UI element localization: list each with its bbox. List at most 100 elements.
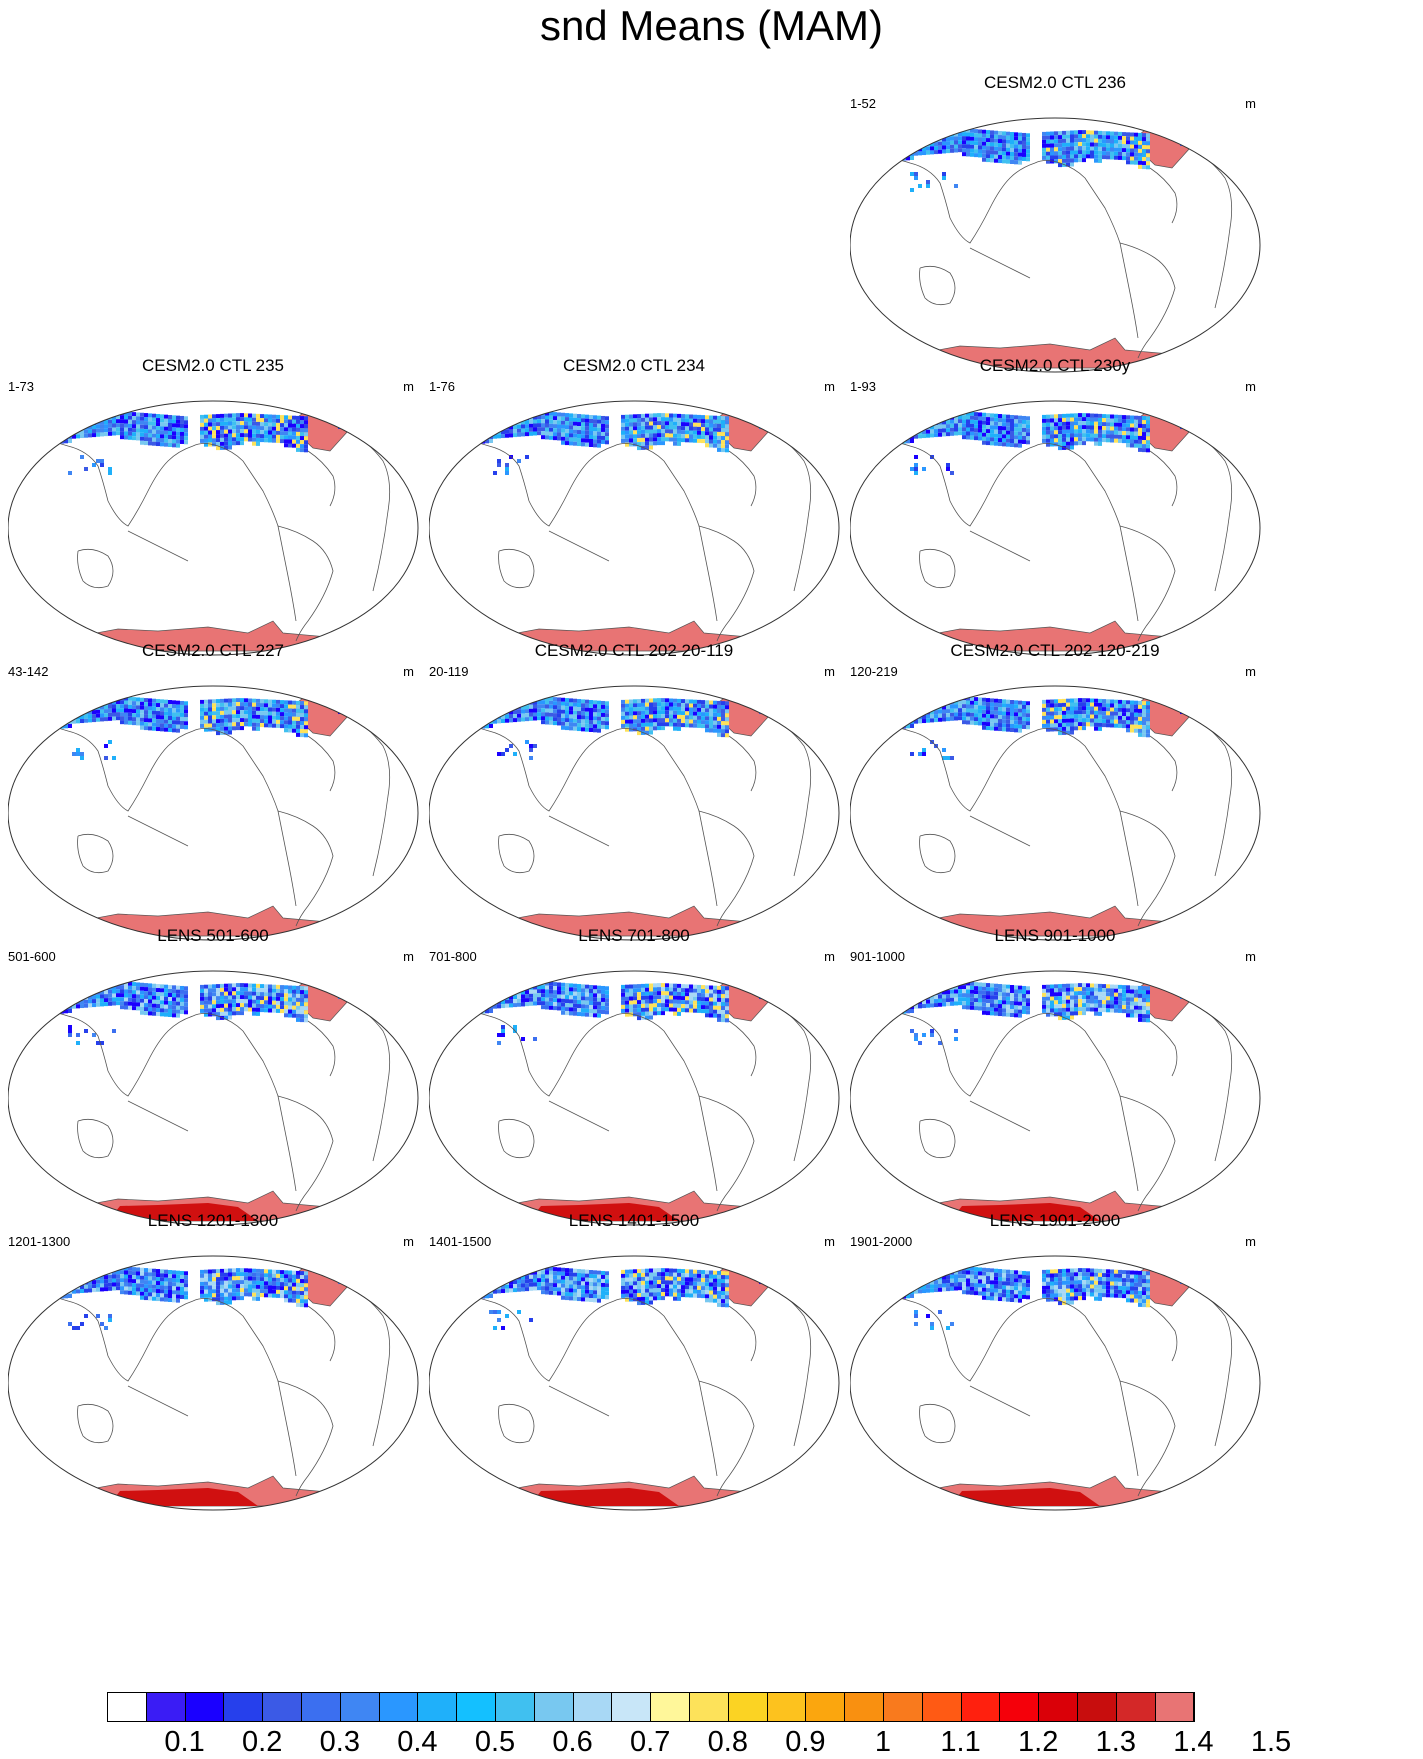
colorbar-swatch [612, 1693, 652, 1721]
panel-year-range: 1-73 [8, 379, 35, 394]
colorbar-tick-label: 0.6 [552, 1726, 593, 1758]
antarctica-deep-snow [529, 1488, 679, 1506]
panel-title: CESM2.0 CTL 236 [983, 73, 1127, 92]
panel-title: LENS 901-1000 [994, 926, 1116, 945]
colorbar-swatch [1155, 1693, 1195, 1721]
antarctica-deep-snow [108, 1203, 258, 1221]
antarctica-deep-snow [950, 1488, 1100, 1506]
panel-year-range: 1-52 [850, 96, 877, 111]
map-panel: LENS 901-1000 901-1000 m [850, 926, 1320, 1226]
map-svg [8, 1255, 419, 1511]
colorbar-swatch [418, 1693, 458, 1721]
map-panel: LENS 701-800 701-800 m [429, 926, 899, 1226]
panel-year-range: 1-93 [850, 379, 877, 394]
map-content [850, 1260, 1247, 1507]
map-svg [850, 400, 1261, 656]
panel-units: m [1245, 96, 1256, 111]
coastlines [850, 430, 1233, 642]
colorbar-swatch [340, 1693, 380, 1721]
map-border [8, 1255, 419, 1511]
map-panel: CESM2.0 CTL 202 20-119 20-119 m [429, 641, 899, 941]
colorbar: 0.1 0.2 0.3 0.4 0.5 0.6 0.7 0.8 0.9 1 1.1 1.2 1.3 1.4… [107, 1692, 1319, 1759]
panel-year-range: 1901-2000 [850, 1234, 913, 1249]
colorbar-tick-label: 0.8 [707, 1726, 748, 1758]
map-border [429, 685, 840, 941]
panel-title: CESM2.0 CTL 202 20-119 [534, 641, 734, 660]
panel-year-range: 120-219 [850, 664, 898, 679]
map-content [850, 975, 1247, 1222]
map-panel: LENS 1901-2000 1901-2000 m [850, 1211, 1320, 1511]
colorbar-tick-label: 1.5 [1250, 1726, 1292, 1758]
colorbar-swatch [961, 1693, 1001, 1721]
map-panel: CESM2.0 CTL 234 1-76 m [429, 356, 899, 656]
map-panel: LENS 1201-1300 1201-1300 m [8, 1211, 478, 1511]
panel-units: m [1245, 664, 1256, 679]
colorbar-tick-label: 0.9 [785, 1726, 826, 1758]
panel-year-range: 20-119 [429, 664, 469, 679]
antarctica-deep-snow [108, 1488, 258, 1506]
panel-title: CESM2.0 CTL 234 [562, 356, 706, 375]
map-content [429, 405, 826, 652]
colorbar-swatch [1039, 1693, 1078, 1721]
coastlines [429, 430, 812, 642]
map-content [8, 1260, 405, 1507]
colorbar-swatch [883, 1693, 923, 1721]
map-content [8, 405, 405, 652]
coastlines [850, 1000, 1233, 1212]
coastlines [850, 715, 1233, 927]
coastlines [8, 1285, 391, 1497]
panel-year-range: 701-800 [429, 949, 477, 964]
panel-year-range: 1401-1500 [429, 1234, 492, 1249]
map-panel: CESM2.0 CTL 202 120-219 120-219 m [850, 641, 1320, 941]
map-svg [850, 117, 1261, 373]
map-svg [850, 970, 1261, 1226]
map-panel: CESM2.0 CTL 236 1-52 m [850, 73, 1320, 373]
panel-year-range: 901-1000 [850, 949, 905, 964]
panel-units: m [824, 664, 835, 679]
panel-year-range: 43-142 [8, 664, 49, 679]
colorbar-tick-label: 1 [874, 1726, 892, 1758]
coastlines [850, 147, 1233, 359]
antarctica-deep-snow [529, 1203, 679, 1221]
map-panel: CESM2.0 CTL 227 43-142 m [8, 641, 478, 941]
colorbar-tick-label: 0.4 [397, 1726, 438, 1758]
panel-units: m [403, 949, 414, 964]
coastlines [8, 1000, 391, 1212]
coastlines [429, 1000, 812, 1212]
colorbar-tick-label: 1.4 [1173, 1726, 1214, 1758]
panel-title: CESM2.0 CTL 230y [979, 356, 1131, 375]
map-panel: LENS 1401-1500 1401-1500 m [429, 1211, 899, 1511]
colorbar-swatch [806, 1693, 846, 1721]
map-svg [8, 685, 419, 941]
colorbar-swatch [379, 1693, 419, 1721]
panel-title: LENS 501-600 [157, 926, 269, 945]
antarctica-deep-snow [950, 1203, 1100, 1221]
colorbar-swatch [457, 1693, 496, 1721]
colorbar-swatch [845, 1693, 884, 1721]
map-panel: CESM2.0 CTL 230y 1-93 m [850, 356, 1320, 656]
map-border [8, 400, 419, 656]
panel-year-range: 1201-1300 [8, 1234, 71, 1249]
colorbar-swatch [301, 1693, 341, 1721]
coastlines [850, 1285, 1233, 1497]
map-content [429, 690, 826, 937]
panel-year-range: 1-76 [429, 379, 456, 394]
colorbar-swatch [263, 1693, 302, 1721]
panel-title: LENS 1401-1500 [568, 1211, 700, 1230]
colorbar-swatch [108, 1693, 147, 1721]
colorbar-tick-label: 1.1 [940, 1726, 981, 1758]
map-content [429, 975, 826, 1222]
map-svg [429, 1255, 840, 1511]
colorbar-tick-label: 0.1 [164, 1726, 205, 1758]
coastlines [8, 430, 391, 642]
panel-units: m [403, 1234, 414, 1249]
panel-units: m [824, 379, 835, 394]
map-svg [429, 970, 840, 1226]
map-border [850, 400, 1261, 656]
map-border [850, 685, 1261, 941]
colorbar-tick-label: 0.5 [474, 1726, 516, 1758]
map-svg [8, 970, 419, 1226]
colorbar-swatch [495, 1693, 535, 1721]
map-content [8, 690, 405, 937]
map-svg [8, 400, 419, 656]
